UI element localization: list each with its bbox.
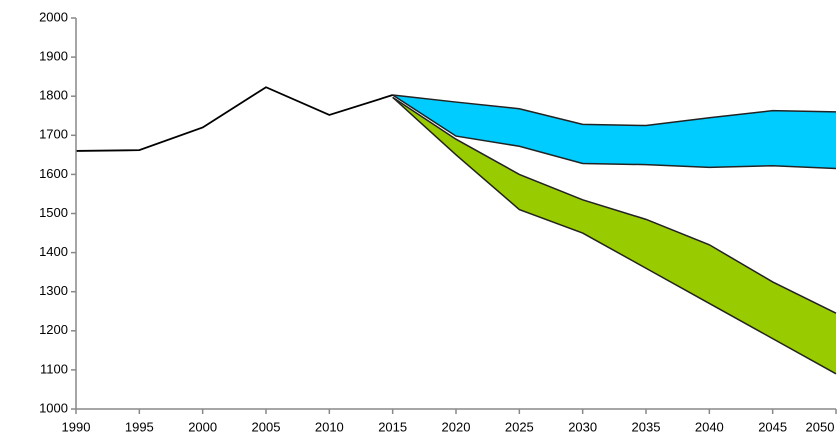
x-tick-label: 2040 (695, 419, 724, 434)
x-tick-label: 1990 (62, 419, 91, 434)
band-edge (392, 94, 837, 127)
y-tick-label: 1200 (39, 322, 68, 337)
x-tick-label: 2015 (378, 419, 407, 434)
y-tick-label: 1000 (39, 400, 68, 415)
x-tick-label: 2050 (806, 419, 835, 434)
x-tick-label: 2020 (442, 419, 471, 434)
band-edge (392, 96, 837, 314)
y-tick-label: 1100 (40, 361, 68, 376)
y-tick-label: 1900 (39, 49, 68, 64)
band-area (392, 97, 836, 374)
line (75, 86, 393, 152)
band-edge (392, 94, 837, 170)
y-tick-label: 1800 (39, 88, 68, 103)
y-tick-label: 2000 (39, 9, 68, 24)
x-tick-label: 2045 (758, 419, 787, 434)
x-tick-label: 2025 (505, 419, 534, 434)
band-edge (392, 96, 837, 375)
x-tick-label: 2010 (315, 419, 344, 434)
band-area (392, 95, 836, 169)
y-tick-label: 1600 (39, 166, 68, 181)
x-tick-label: 2030 (568, 419, 597, 434)
x-tick-label: 2035 (632, 419, 661, 434)
y-tick-label: 1300 (39, 283, 68, 298)
y-tick-label: 1500 (39, 205, 68, 220)
x-tick-label: 1995 (125, 419, 154, 434)
y-tick-label: 1700 (39, 127, 68, 142)
x-tick-label: 2005 (252, 419, 281, 434)
y-tick-label: 1400 (39, 244, 68, 259)
x-tick-label: 2000 (188, 419, 217, 434)
